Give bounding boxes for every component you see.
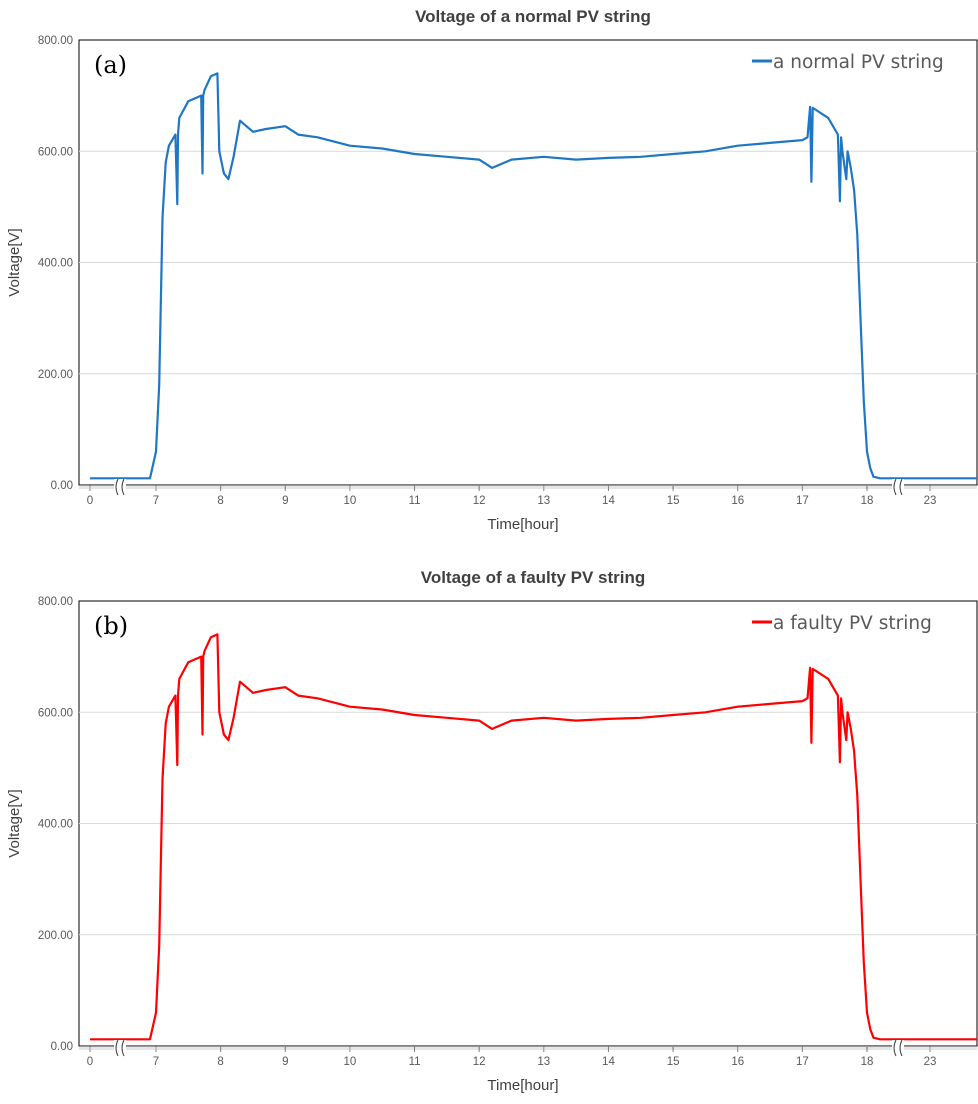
panel-label: (a) [94, 51, 127, 79]
x-tick-label: 7 [153, 495, 159, 507]
x-tick-label: 8 [217, 495, 223, 507]
legend-label: a normal PV string [773, 52, 944, 73]
x-tick-label: 13 [537, 1056, 550, 1068]
axis-break-mark [114, 1039, 126, 1057]
x-tick-label: 9 [282, 495, 288, 507]
y-tick-label: 400.00 [38, 819, 73, 831]
x-tick-label: 18 [861, 495, 874, 507]
x-tick-label: 10 [344, 495, 357, 507]
x-axis-minor-ticks [79, 1046, 977, 1050]
x-tick-label: 7 [153, 1056, 159, 1068]
chart-title: Voltage of a normal PV string [415, 7, 651, 26]
y-axis-label: Voltage[V] [6, 228, 23, 296]
x-tick-label: 13 [537, 495, 550, 507]
x-axis-label: Time[hour] [487, 1077, 558, 1094]
y-tick-label: 400.00 [38, 258, 73, 270]
x-tick-label: 16 [731, 495, 744, 507]
y-tick-label: 600.00 [38, 707, 73, 719]
x-tick-label: 8 [217, 1056, 223, 1068]
x-tick-label: 11 [409, 1056, 421, 1068]
y-tick-label: 200.00 [38, 930, 73, 942]
y-tick-label: 0.00 [51, 1041, 73, 1053]
panel-label: (b) [94, 612, 128, 640]
y-axis-label: Voltage[V] [6, 789, 23, 857]
break-curve [893, 1039, 897, 1057]
axis-break-mark [892, 478, 904, 496]
chart-panel-b: Voltage of a faulty PV string 0.00 200.00 4… [6, 568, 978, 1094]
x-axis-minor-ticks [79, 485, 977, 489]
x-tick-label: 9 [282, 1056, 288, 1068]
x-tick-label: 14 [602, 1056, 615, 1068]
break-curve [121, 478, 125, 496]
x-tick-label: 15 [667, 495, 680, 507]
x-tick-label: 10 [344, 1056, 357, 1068]
x-tick-label: 12 [473, 495, 486, 507]
x-tick-label: 18 [861, 1056, 874, 1068]
axis-break-mark [114, 478, 126, 496]
break-curve [121, 1039, 125, 1057]
y-tick-label: 600.00 [38, 146, 73, 158]
x-tick-label: 23 [924, 495, 937, 507]
break-curve [115, 1039, 119, 1057]
legend-label: a faulty PV string [773, 613, 932, 634]
y-tick-label: 0.00 [51, 480, 73, 492]
x-tick-label: 16 [731, 1056, 744, 1068]
legend: a normal PV string [752, 52, 944, 73]
x-tick-label: 17 [796, 495, 809, 507]
break-curve [893, 478, 897, 496]
chart-title: Voltage of a faulty PV string [421, 568, 646, 587]
y-tick-label: 200.00 [38, 369, 73, 381]
x-tick-label: 0 [87, 1056, 93, 1068]
x-tick-label: 0 [87, 495, 93, 507]
x-axis-label: Time[hour] [487, 516, 558, 533]
x-tick-label: 11 [409, 495, 421, 507]
x-tick-label: 15 [667, 1056, 680, 1068]
break-curve [899, 1039, 903, 1057]
y-tick-label: 800.00 [38, 35, 73, 47]
x-tick-label: 23 [924, 1056, 937, 1068]
series-line [90, 72, 977, 480]
chart-panel-a: Voltage of a normal PV string 0.00 200.00 4… [6, 7, 978, 533]
x-tick-label: 17 [796, 1056, 809, 1068]
legend: a faulty PV string [752, 613, 932, 634]
x-tick-label: 12 [473, 1056, 486, 1068]
x-tick-label: 14 [602, 495, 615, 507]
break-curve [899, 478, 903, 496]
axis-break-mark [892, 1039, 904, 1057]
series-line [90, 633, 977, 1041]
y-tick-label: 800.00 [38, 596, 73, 608]
break-curve [115, 478, 119, 496]
